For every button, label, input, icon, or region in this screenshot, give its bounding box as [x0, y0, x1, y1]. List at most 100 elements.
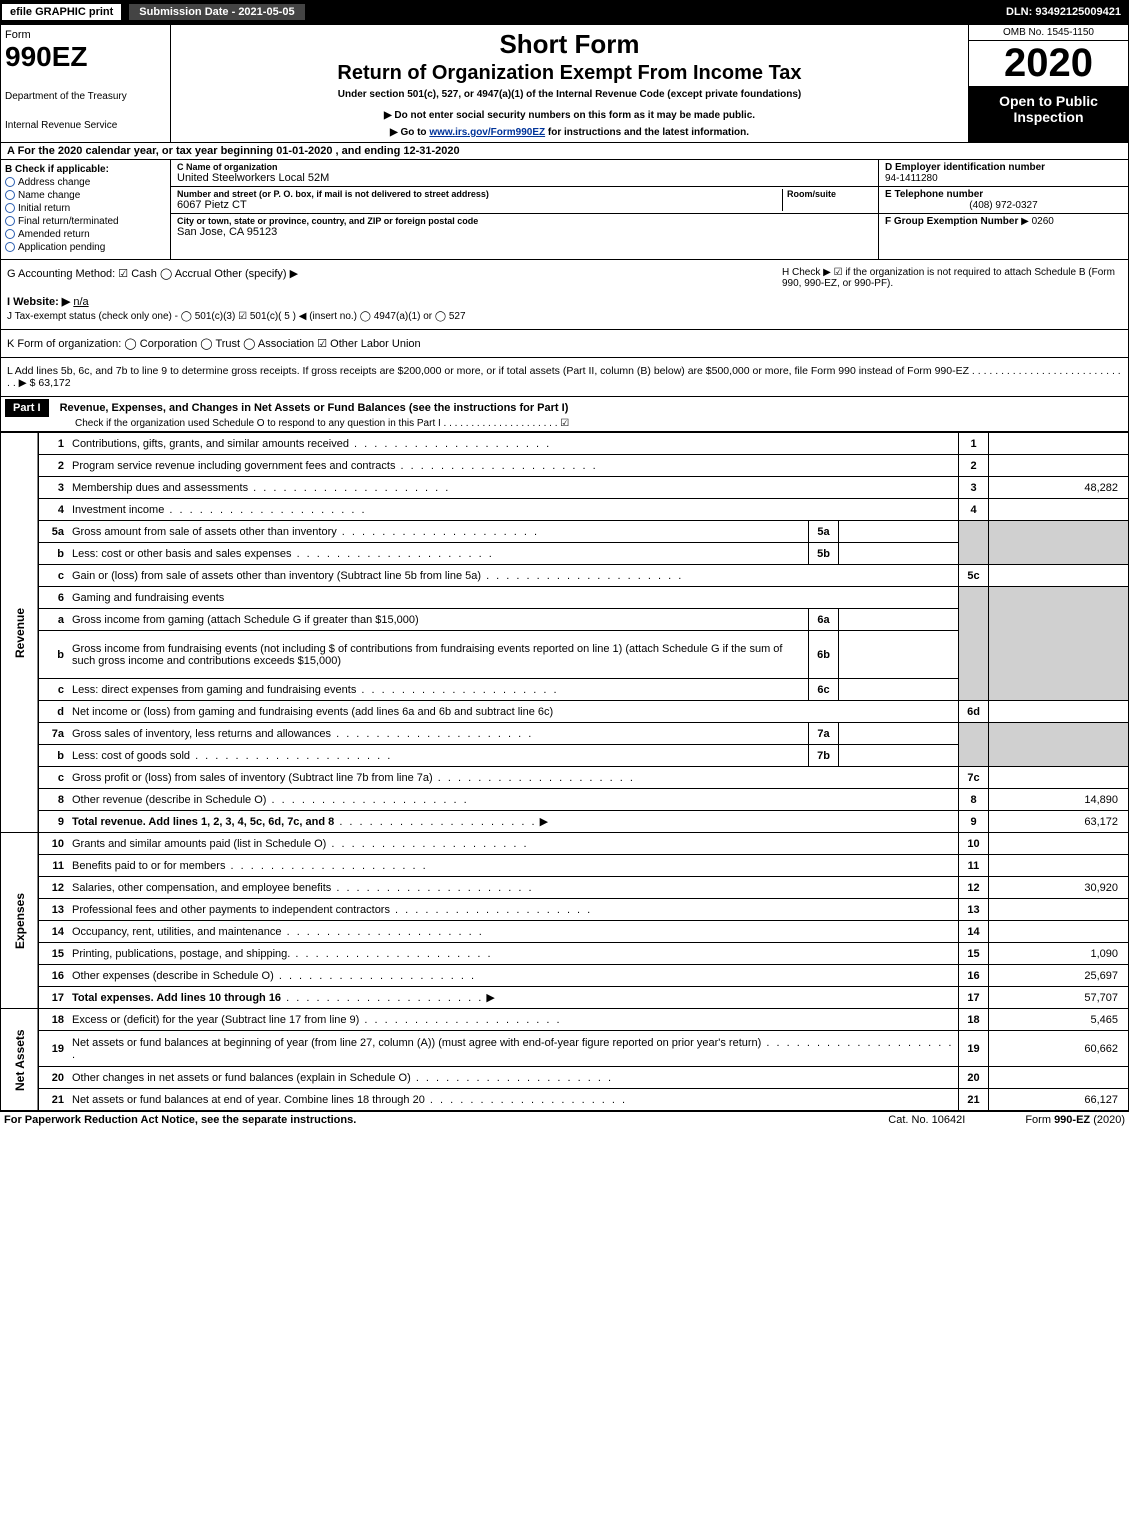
chk-initial-return[interactable]: Initial return [5, 203, 166, 214]
line7c-desc: Gross profit or (loss) from sales of inv… [68, 767, 959, 789]
org-name: United Steelworkers Local 52M [177, 172, 872, 184]
room-label: Room/suite [787, 189, 872, 199]
line-g: G Accounting Method: ☑ Cash ◯ Accrual Ot… [7, 267, 782, 289]
line8-num: 8 [38, 789, 68, 811]
line1-num: 1 [38, 433, 68, 455]
line9-num: 9 [38, 811, 68, 833]
line12-box: 12 [959, 877, 989, 899]
section-b: B Check if applicable: Address change Na… [1, 160, 171, 259]
under-section: Under section 501(c), 527, or 4947(a)(1)… [181, 89, 958, 100]
line21-num: 21 [38, 1089, 68, 1111]
tax-year: 2020 [969, 41, 1128, 87]
line7b-sub: 7b [809, 745, 839, 767]
chk-final-return[interactable]: Final return/terminated [5, 216, 166, 227]
line13-box: 13 [959, 899, 989, 921]
line-k-row: K Form of organization: ◯ Corporation ◯ … [0, 330, 1129, 358]
city-label: City or town, state or province, country… [177, 216, 872, 226]
line3-val: 48,282 [989, 477, 1129, 499]
return-title: Return of Organization Exempt From Incom… [181, 62, 958, 85]
row-a-tax-year: A For the 2020 calendar year, or tax yea… [0, 143, 1129, 160]
info-block: B Check if applicable: Address change Na… [0, 160, 1129, 260]
line14-desc: Occupancy, rent, utilities, and maintena… [68, 921, 959, 943]
chk-amended-return-label: Amended return [18, 229, 90, 240]
chk-application-pending[interactable]: Application pending [5, 242, 166, 253]
group-label: F Group Exemption Number [885, 216, 1018, 227]
line6a-sub: 6a [809, 609, 839, 631]
line10-val [989, 833, 1129, 855]
efile-print-button[interactable]: efile GRAPHIC print [0, 2, 123, 22]
header-left: Form 990EZ Department of the Treasury In… [1, 25, 171, 142]
line3-desc: Membership dues and assessments [68, 477, 959, 499]
chk-name-change[interactable]: Name change [5, 190, 166, 201]
line10-desc: Grants and similar amounts paid (list in… [68, 833, 959, 855]
org-name-label: C Name of organization [177, 162, 872, 172]
part1-check-line: Check if the organization used Schedule … [75, 418, 569, 429]
line6c-num: c [38, 679, 68, 701]
line12-num: 12 [38, 877, 68, 899]
line9-desc: Total revenue. Add lines 1, 2, 3, 4, 5c,… [68, 811, 959, 833]
line21-desc: Net assets or fund balances at end of ye… [68, 1089, 959, 1111]
chk-amended-return[interactable]: Amended return [5, 229, 166, 240]
lines-g-through-l: G Accounting Method: ☑ Cash ◯ Accrual Ot… [0, 260, 1129, 330]
shade-6-val [989, 587, 1129, 701]
line4-box: 4 [959, 499, 989, 521]
ein-cell: D Employer identification number 94-1411… [879, 160, 1128, 187]
line6a-subval [839, 609, 959, 631]
line9-box: 9 [959, 811, 989, 833]
line6b-sub: 6b [809, 631, 839, 679]
chk-final-return-label: Final return/terminated [18, 216, 119, 227]
line2-num: 2 [38, 455, 68, 477]
line19-box: 19 [959, 1031, 989, 1067]
line4-num: 4 [38, 499, 68, 521]
footer-mid: Cat. No. 10642I [888, 1114, 965, 1126]
irs-link[interactable]: www.irs.gov/Form990EZ [429, 127, 545, 138]
website-label: I Website: ▶ [7, 296, 70, 308]
org-name-cell: C Name of organization United Steelworke… [171, 160, 878, 187]
org-city: San Jose, CA 95123 [177, 226, 872, 238]
line14-val [989, 921, 1129, 943]
section-def: D Employer identification number 94-1411… [878, 160, 1128, 259]
section-b-title: B Check if applicable: [5, 164, 166, 175]
line-h: H Check ▶ ☑ if the organization is not r… [782, 267, 1122, 289]
chk-address-change-label: Address change [18, 177, 90, 188]
line15-box: 15 [959, 943, 989, 965]
org-addr-cell: Number and street (or P. O. box, if mail… [171, 187, 878, 214]
line-i: I Website: ▶ n/a [7, 295, 1122, 308]
sidelabel-revenue: Revenue [1, 433, 39, 833]
line5b-desc: Less: cost or other basis and sales expe… [68, 543, 809, 565]
line7a-num: 7a [38, 723, 68, 745]
line5a-sub: 5a [809, 521, 839, 543]
line13-val [989, 899, 1129, 921]
line13-desc: Professional fees and other payments to … [68, 899, 959, 921]
line11-val [989, 855, 1129, 877]
line20-box: 20 [959, 1067, 989, 1089]
line21-val: 66,127 [989, 1089, 1129, 1111]
dln-label: DLN: 93492125009421 [1006, 6, 1129, 18]
org-address: 6067 Pietz CT [177, 199, 782, 211]
line18-num: 18 [38, 1009, 68, 1031]
line6-desc: Gaming and fundraising events [68, 587, 959, 609]
line8-desc: Other revenue (describe in Schedule O) [68, 789, 959, 811]
part1-header-row: Part I Revenue, Expenses, and Changes in… [0, 397, 1129, 432]
line20-num: 20 [38, 1067, 68, 1089]
form-number: 990EZ [5, 41, 166, 73]
line7b-desc: Less: cost of goods sold [68, 745, 809, 767]
chk-address-change[interactable]: Address change [5, 177, 166, 188]
line5a-desc: Gross amount from sale of assets other t… [68, 521, 809, 543]
header-right: OMB No. 1545-1150 2020 Open to Public In… [968, 25, 1128, 142]
goto-pre: ▶ Go to [390, 127, 429, 138]
line6d-desc: Net income or (loss) from gaming and fun… [68, 701, 959, 723]
line11-box: 11 [959, 855, 989, 877]
website-value: n/a [73, 296, 88, 308]
line2-box: 2 [959, 455, 989, 477]
sidelabel-expenses: Expenses [1, 833, 39, 1009]
line12-val: 30,920 [989, 877, 1129, 899]
line7a-sub: 7a [809, 723, 839, 745]
line16-num: 16 [38, 965, 68, 987]
part1-table: Revenue 1 Contributions, gifts, grants, … [0, 432, 1129, 1111]
top-bar: efile GRAPHIC print Submission Date - 20… [0, 0, 1129, 24]
sidelabel-netassets: Net Assets [1, 1009, 39, 1111]
open-to-public: Open to Public Inspection [969, 87, 1128, 142]
line6a-desc: Gross income from gaming (attach Schedul… [68, 609, 809, 631]
line5b-sub: 5b [809, 543, 839, 565]
